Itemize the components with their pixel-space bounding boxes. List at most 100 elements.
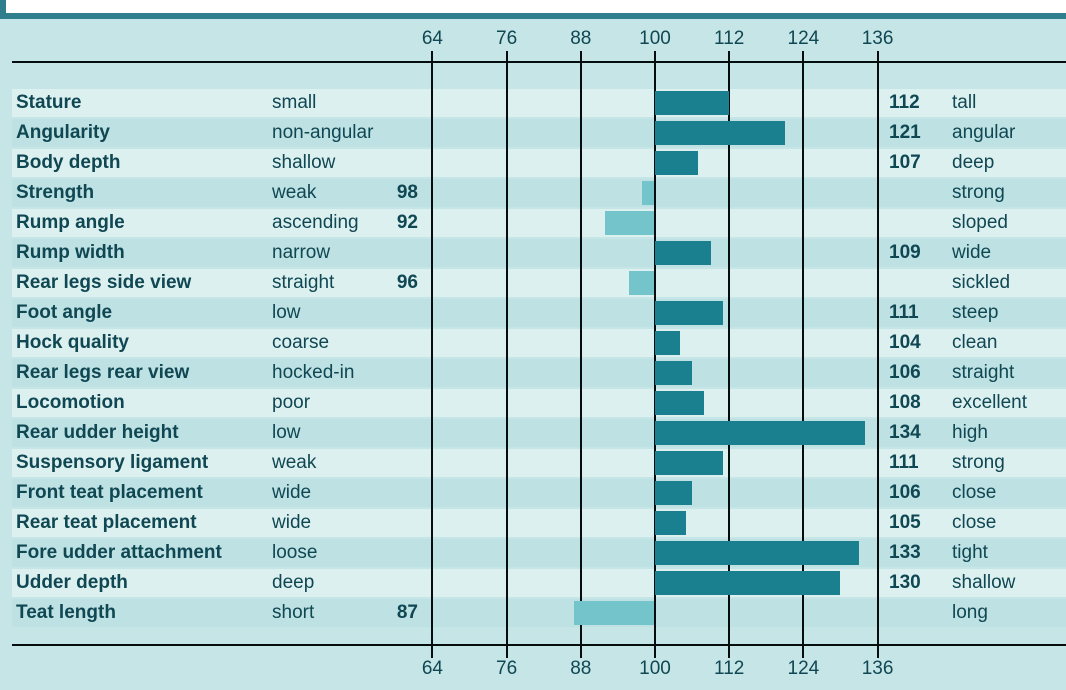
high-descriptor: sloped: [952, 212, 1008, 233]
high-value: 121: [889, 122, 921, 143]
trait-row: Rump width narrow 109 wide: [0, 238, 1066, 268]
trait-name: Stature: [16, 92, 82, 113]
row-stripe: [12, 119, 1066, 147]
high-value: 111: [889, 302, 919, 323]
high-value: 104: [889, 332, 921, 353]
trait-row: Locomotion poor 108 excellent: [0, 388, 1066, 418]
high-value: 108: [889, 392, 921, 413]
trait-score-bar: [655, 481, 693, 505]
low-descriptor: coarse: [272, 332, 330, 353]
trait-name: Rump angle: [16, 212, 125, 233]
high-value: 107: [889, 152, 921, 173]
row-stripe: [12, 239, 1066, 267]
axis-tick: [431, 646, 434, 658]
axis-tick-label: 112: [714, 658, 745, 679]
low-descriptor: wide: [272, 482, 312, 503]
high-value: 133: [889, 542, 921, 563]
high-value: 134: [889, 422, 921, 443]
axis-tick-label: 124: [787, 658, 820, 679]
trait-score-bar: [655, 121, 785, 145]
row-stripe: [12, 419, 1066, 447]
high-descriptor: tight: [952, 542, 988, 563]
axis-tick-label: 76: [496, 28, 518, 49]
trait-row: Stature small 112 tall: [0, 88, 1066, 118]
row-stripe: [12, 539, 1066, 567]
high-descriptor: clean: [952, 332, 998, 353]
axis-tick: [654, 646, 656, 658]
axis-tick: [728, 646, 731, 658]
row-stripe: [12, 509, 1066, 537]
high-value: 106: [889, 482, 921, 503]
trait-row: Rear teat placement wide 105 close: [0, 508, 1066, 538]
trait-score-bar: [655, 331, 680, 355]
trait-name: Rear udder height: [16, 422, 179, 443]
high-descriptor: high: [952, 422, 988, 443]
low-descriptor: non-angular: [272, 122, 374, 143]
axis-tick: [876, 51, 879, 63]
trait-name: Udder depth: [16, 572, 128, 593]
trait-score-bar: [655, 241, 711, 265]
bottom-axis-line: [12, 644, 1066, 646]
low-descriptor: shallow: [272, 152, 336, 173]
axis-tick: [654, 51, 656, 63]
axis-tick-label: 88: [570, 658, 592, 679]
axis-tick-label: 64: [421, 28, 443, 49]
axis-tick-label: 136: [861, 658, 894, 679]
row-stripe: [12, 299, 1066, 327]
axis-tick-label: 76: [496, 658, 518, 679]
trait-row: Fore udder attachment loose 133 tight: [0, 538, 1066, 568]
frame-accent-bar: [0, 13, 1066, 19]
trait-row: Rear legs side view straight 96 sickled: [0, 268, 1066, 298]
trait-row: Rear udder height low 134 high: [0, 418, 1066, 448]
axis-tick: [876, 646, 879, 658]
trait-score-bar: [655, 301, 724, 325]
trait-row: Suspensory ligament weak 111 strong: [0, 448, 1066, 478]
axis-tick: [728, 51, 731, 63]
trait-score-bar: [604, 211, 654, 235]
trait-name: Locomotion: [16, 392, 125, 413]
trait-row: Body depth shallow 107 deep: [0, 148, 1066, 178]
trait-row: Udder depth deep 130 shallow: [0, 568, 1066, 598]
low-descriptor: small: [272, 92, 317, 113]
axis-tick-label: 100: [639, 658, 671, 679]
low-value: 92: [396, 212, 418, 233]
high-descriptor: close: [952, 482, 997, 503]
trait-name: Suspensory ligament: [16, 452, 209, 473]
high-value: 106: [889, 362, 921, 383]
low-descriptor: weak: [272, 182, 317, 203]
high-descriptor: straight: [952, 362, 1015, 383]
row-stripe: [12, 209, 1066, 237]
high-value: 109: [889, 242, 921, 263]
axis-tick: [579, 646, 582, 658]
axis-tick-label: 64: [421, 658, 443, 679]
high-descriptor: close: [952, 512, 997, 533]
axis-tick: [802, 51, 805, 63]
axis-tick-label: 100: [639, 28, 671, 49]
row-stripe: [12, 149, 1066, 177]
axis-tick-label: 112: [714, 28, 745, 49]
frame-accent-corner: [0, 0, 6, 19]
top-axis-line: [12, 61, 1066, 63]
high-descriptor: deep: [952, 152, 995, 173]
trait-row: Angularity non-angular 121 angular: [0, 118, 1066, 148]
trait-score-bar: [641, 181, 654, 205]
gridline: [876, 62, 879, 646]
high-value: 130: [889, 572, 921, 593]
axis-tick: [431, 51, 434, 63]
row-stripe: [12, 359, 1066, 387]
trait-score-bar: [655, 151, 699, 175]
low-value: 87: [396, 602, 418, 623]
trait-score-bar: [629, 271, 654, 295]
trait-name: Body depth: [16, 152, 121, 173]
low-descriptor: deep: [272, 572, 315, 593]
top-margin: [0, 0, 1066, 13]
trait-name: Angularity: [16, 122, 110, 143]
high-descriptor: wide: [952, 242, 992, 263]
low-descriptor: low: [272, 422, 301, 443]
high-descriptor: tall: [952, 92, 977, 113]
row-stripe: [12, 89, 1066, 117]
axis-tick: [505, 51, 508, 63]
low-descriptor: low: [272, 302, 301, 323]
trait-name: Hock quality: [16, 332, 129, 353]
trait-row: Rear legs rear view hocked-in 106 straig…: [0, 358, 1066, 388]
